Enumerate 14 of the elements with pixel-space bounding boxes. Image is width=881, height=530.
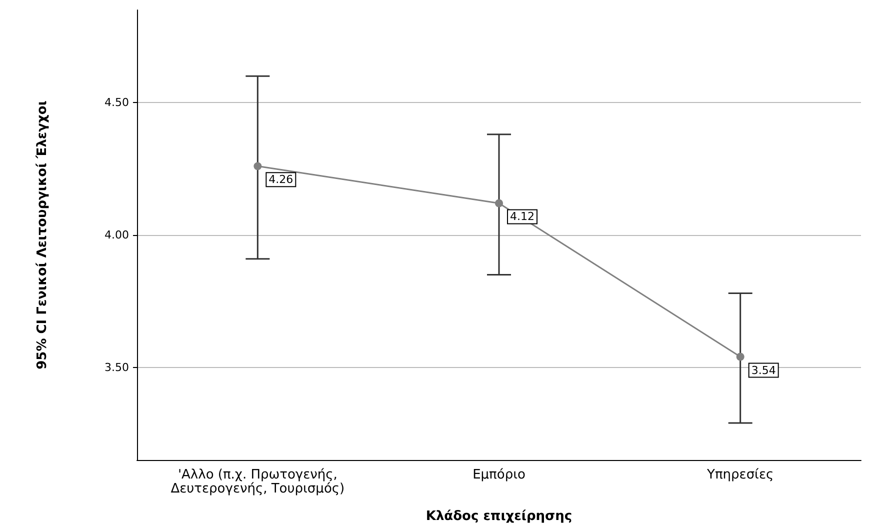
x-tick-label: Υπηρεσίες <box>706 468 774 482</box>
y-tick-label: 4.00 <box>104 228 129 242</box>
y-tick-label: 4.50 <box>104 96 129 110</box>
x-axis-title: Κλάδος επιχείρησης <box>426 509 572 524</box>
point <box>254 162 262 170</box>
y-axis-title: 95% CI Γενικοί Λειτουργικοί Έλεγχοι <box>35 100 50 370</box>
x-tick-label: 'Αλλο (π.χ. Πρωτογενής, Δευτερογενής, Τουρισμός) <box>170 468 345 496</box>
y-tick-label: 3.50 <box>104 360 129 374</box>
data-label: 4.26 <box>268 173 294 186</box>
point <box>495 199 503 208</box>
data-label: 3.54 <box>751 364 776 377</box>
data-label: 4.12 <box>510 210 534 224</box>
x-tick-label: Εμπόριο <box>472 468 526 482</box>
point <box>736 352 744 361</box>
